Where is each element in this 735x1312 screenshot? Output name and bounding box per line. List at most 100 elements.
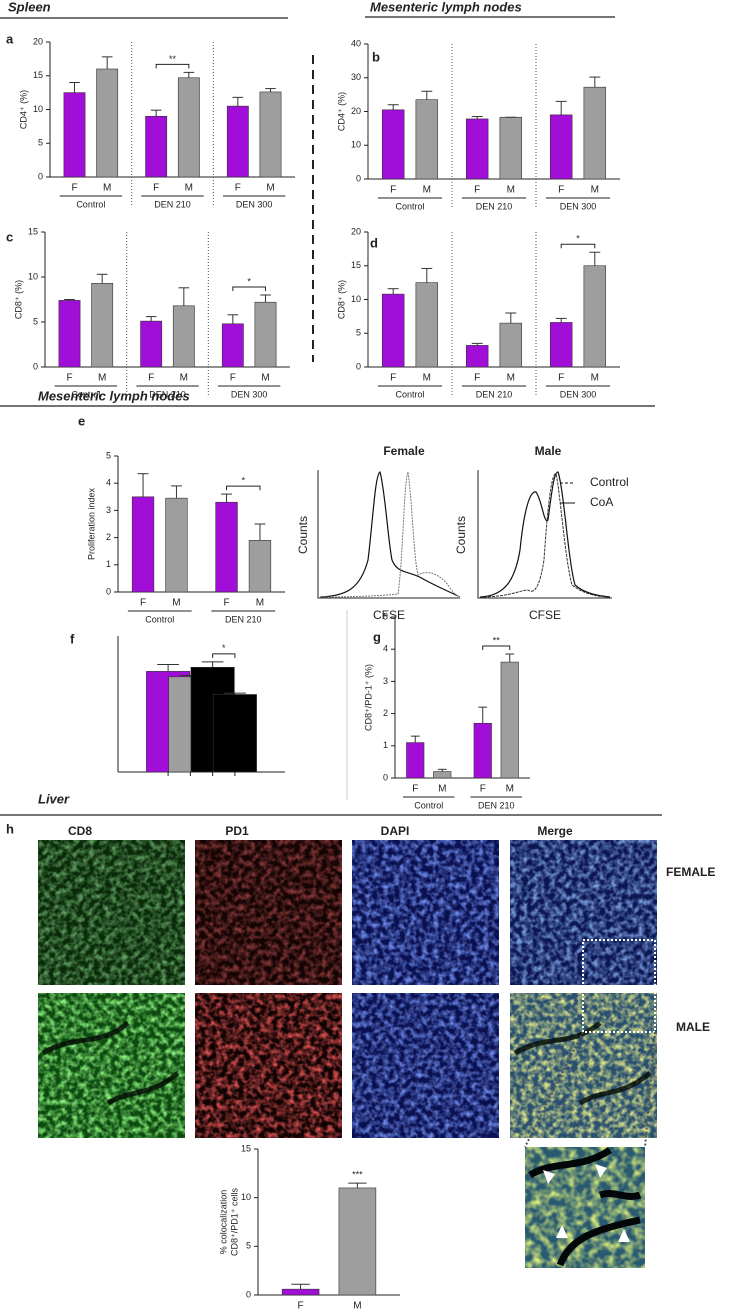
y-tick-label: 20	[351, 106, 361, 116]
group-label: DEN 210	[154, 199, 191, 209]
bar	[406, 742, 425, 779]
significance-label: ***	[352, 1169, 363, 1179]
x-tick-label: F	[223, 598, 229, 609]
x-tick-label: M	[353, 1301, 361, 1312]
histogram-y-label: Counts	[296, 516, 310, 554]
histogram-x-label: CFSE	[373, 608, 405, 622]
error-bar	[224, 692, 246, 695]
y-tick-label: 0	[33, 361, 38, 371]
bar	[226, 105, 249, 178]
significance-label: *	[576, 234, 580, 244]
error-bar	[387, 104, 399, 110]
column-header: PD1	[225, 824, 249, 838]
error-bar	[471, 116, 483, 119]
x-tick-label: F	[558, 373, 564, 384]
error-bar	[201, 661, 224, 668]
y-tick-label: 5	[38, 138, 43, 148]
y-tick-label: 15	[33, 70, 43, 80]
error-bar	[260, 294, 271, 303]
error-bar	[348, 1182, 367, 1188]
bar	[96, 68, 119, 178]
error-bar	[64, 299, 75, 301]
zoom-box	[582, 939, 656, 1033]
y-tick-label: 2	[383, 708, 388, 718]
group-label: DEN 210	[225, 614, 262, 624]
bar	[172, 305, 195, 368]
y-tick-label: 5	[33, 316, 38, 326]
row-label: FEMALE	[666, 865, 715, 879]
x-tick-label: M	[266, 183, 274, 194]
histogram-title: Female	[383, 444, 425, 458]
y-tick-label: 15	[241, 1143, 251, 1153]
y-tick-label: 4	[383, 644, 388, 654]
significance-bracket	[482, 645, 511, 651]
bar	[549, 114, 573, 180]
group-label: DEN 300	[231, 389, 268, 399]
error-bar	[589, 76, 601, 88]
error-bar	[145, 316, 157, 322]
panel-letter: f	[70, 631, 75, 646]
micrograph-texture	[510, 840, 657, 985]
bar	[338, 1187, 377, 1296]
x-tick-label: F	[474, 185, 480, 196]
error-bar	[96, 273, 108, 284]
column-header: CD8	[68, 824, 92, 838]
group-label: DEN 210	[476, 201, 513, 211]
y-tick-label: 20	[351, 226, 361, 236]
significance-bracket	[212, 653, 236, 658]
y-tick-label: 5	[246, 1241, 251, 1251]
group-label: Control	[76, 199, 105, 209]
x-tick-label: F	[480, 784, 486, 795]
x-tick-label: M	[256, 598, 264, 609]
y-tick-label: 4	[106, 478, 111, 488]
micrograph-texture	[510, 993, 657, 1138]
inset-texture	[525, 1147, 645, 1268]
x-tick-label: M	[261, 373, 269, 384]
y-tick-label: 0	[383, 772, 388, 782]
column-header: Merge	[537, 824, 573, 838]
error-bar	[437, 768, 447, 772]
error-bar	[410, 735, 420, 743]
cfse-histograms: Female Male Counts Counts CFSE CFSE Cont…	[296, 444, 629, 622]
group-label: Control	[395, 201, 424, 211]
bar	[63, 92, 86, 178]
y-axis-label: % colocalization	[218, 1190, 228, 1255]
significance-label: *	[241, 475, 245, 485]
group-label: DEN 210	[478, 800, 515, 810]
arrowhead	[543, 1170, 555, 1184]
bar	[381, 109, 405, 180]
x-tick-label: M	[423, 373, 431, 384]
x-tick-label: F	[148, 373, 154, 384]
bar	[583, 265, 607, 368]
x-tick-label: M	[591, 373, 599, 384]
histogram-y-label: Counts	[454, 516, 468, 554]
y-tick-label: 10	[28, 271, 38, 281]
arrowhead	[618, 1229, 630, 1242]
bar	[212, 694, 257, 773]
y-tick-label: 5	[106, 450, 111, 460]
legend-label: CoA	[590, 495, 613, 509]
error-bar	[265, 88, 276, 92]
y-tick-label: 3	[106, 505, 111, 515]
error-bar	[254, 523, 266, 541]
group-label: Control	[71, 389, 100, 399]
y-tick-label: 15	[28, 226, 38, 236]
bar	[165, 497, 188, 593]
y-tick-label: 1	[106, 559, 111, 569]
legend-label: Control	[590, 475, 629, 489]
y-tick-label: 15	[351, 260, 361, 270]
x-tick-label: M	[103, 183, 111, 194]
error-bar	[555, 317, 567, 323]
x-tick-label: F	[66, 373, 72, 384]
micrographs	[38, 840, 657, 1268]
zoom-connector	[524, 1031, 584, 1148]
tissue-vein	[41, 1021, 180, 1106]
arrowhead	[556, 1225, 568, 1238]
group-label: Control	[145, 614, 174, 624]
micrograph-texture	[352, 840, 499, 985]
histogram-curve	[319, 470, 461, 598]
error-bar	[505, 653, 515, 663]
y-tick-label: 0	[356, 361, 361, 371]
column-header: DAPI	[381, 824, 410, 838]
